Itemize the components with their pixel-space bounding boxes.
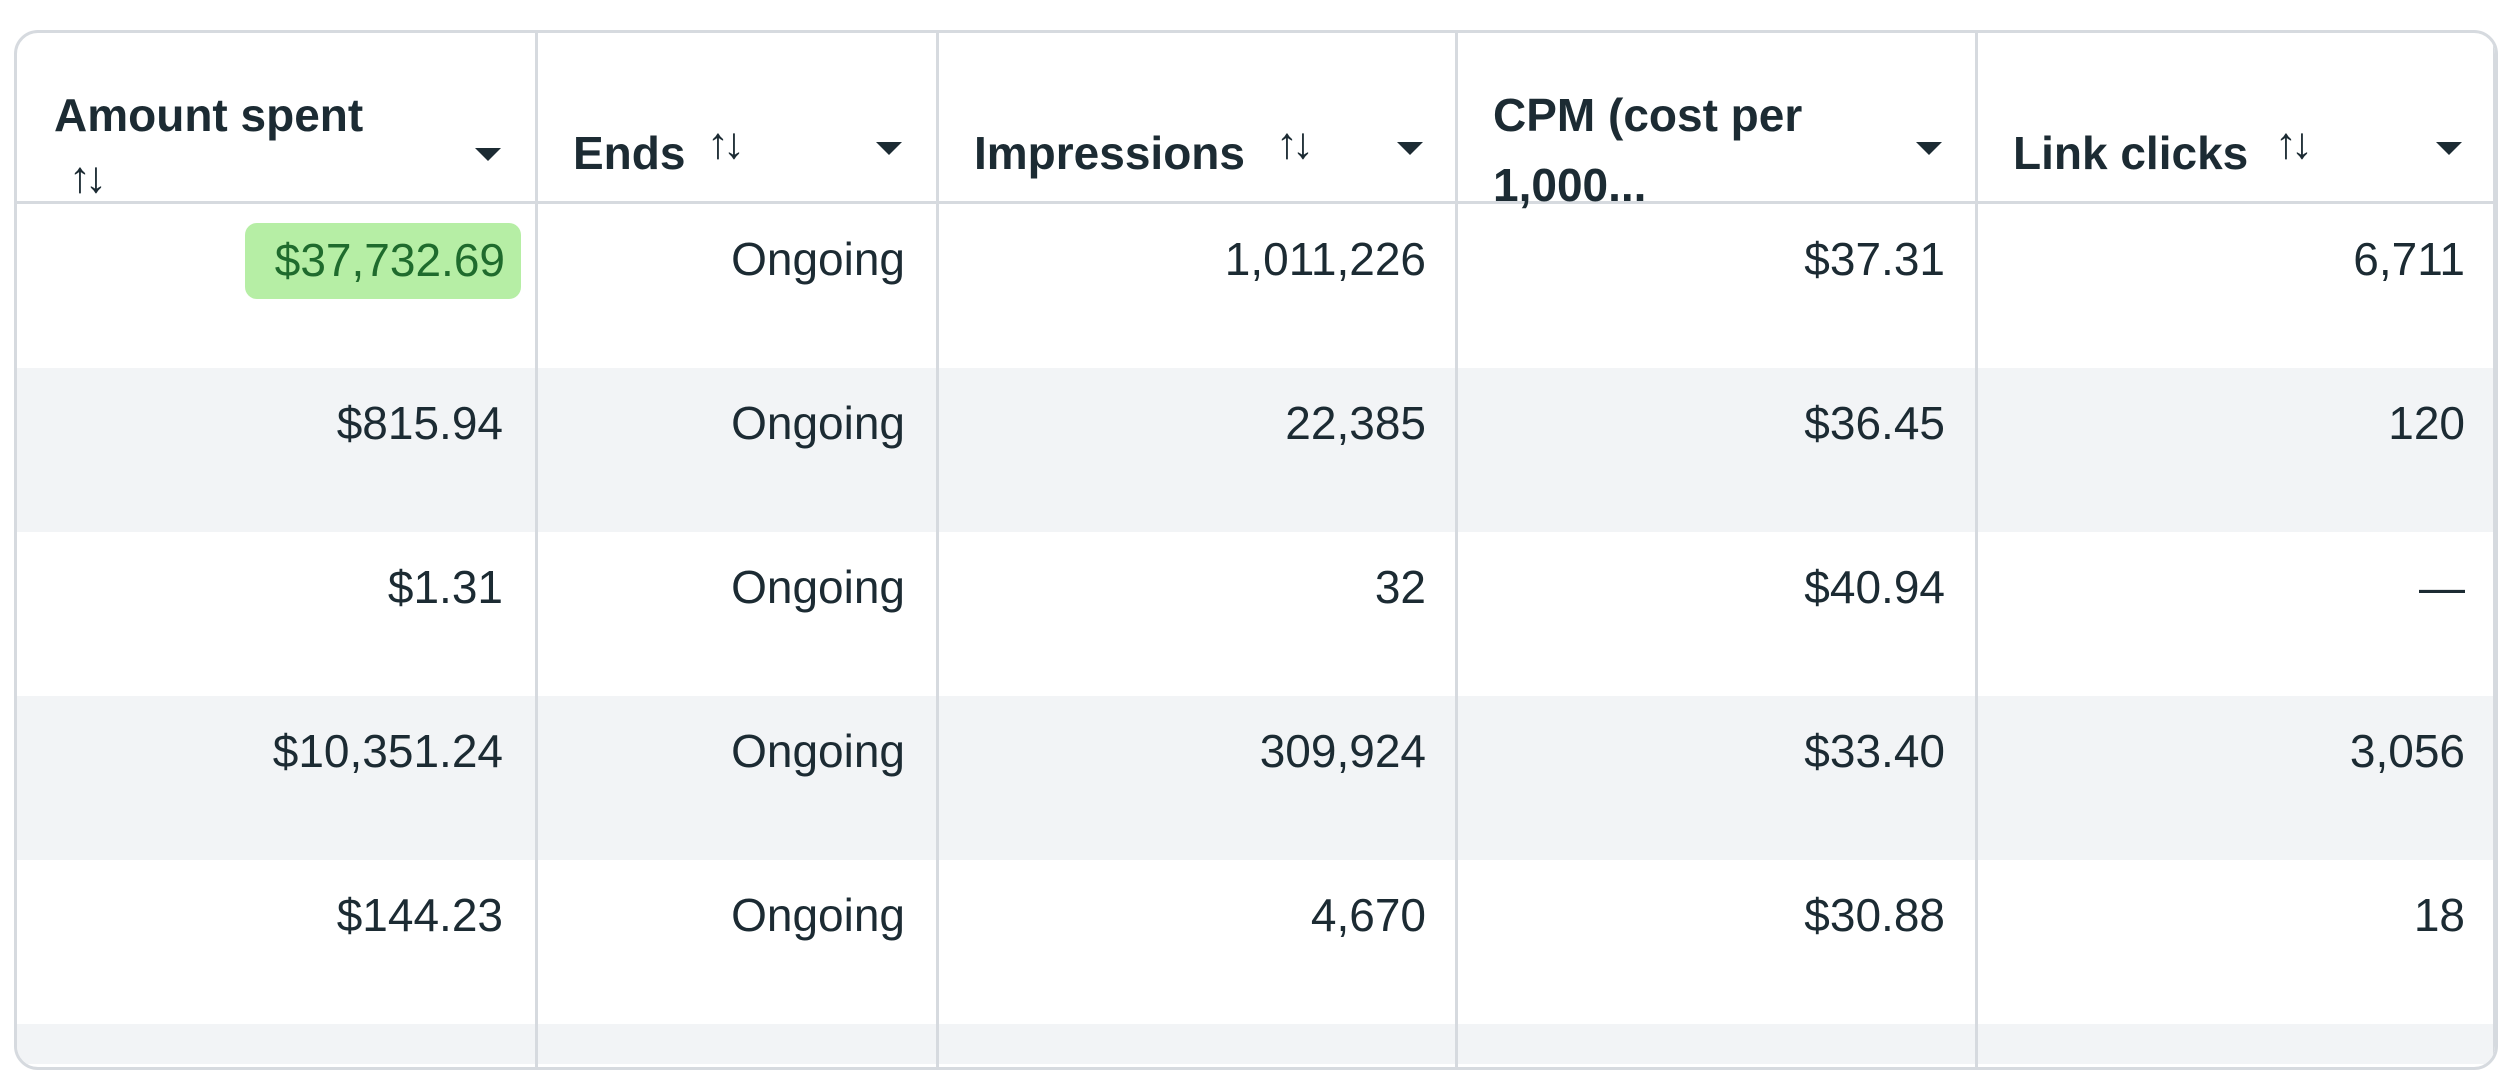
- caret-down-icon[interactable]: [876, 142, 902, 155]
- cell-amount-spent: $1.31: [387, 561, 503, 613]
- table-row: $37,732.69 Ongoing 1,011,226 $37.31 6,71…: [17, 204, 2495, 368]
- header-cpm[interactable]: CPM (cost per 1,000...: [1455, 33, 1975, 211]
- column-divider[interactable]: [936, 33, 939, 1067]
- cell-cpm: $33.40: [1804, 725, 1945, 777]
- data-table: Amount spent ↑↓ Ends ↑↓ Impressions ↑↓ C…: [17, 33, 2495, 1067]
- header-cpm-label-line2: 1,000...: [1493, 159, 1647, 211]
- header-ends[interactable]: Ends ↑↓: [535, 33, 936, 201]
- table-row: [17, 1024, 2495, 1064]
- header-amount-spent-label: Amount spent: [54, 89, 364, 141]
- table-header-row: Amount spent ↑↓ Ends ↑↓ Impressions ↑↓ C…: [17, 33, 2495, 211]
- cell-link-clicks: —: [2419, 561, 2465, 613]
- header-amount-spent[interactable]: Amount spent ↑↓: [17, 33, 535, 202]
- cell-link-clicks: 6,711: [2353, 233, 2465, 285]
- cell-impressions: 22,385: [1285, 397, 1426, 449]
- table-frame: Amount spent ↑↓ Ends ↑↓ Impressions ↑↓ C…: [14, 30, 2498, 1070]
- column-divider[interactable]: [1455, 33, 1458, 1067]
- caret-down-icon[interactable]: [475, 148, 501, 161]
- table-row: $10,351.24 Ongoing 309,924 $33.40 3,056: [17, 696, 2495, 860]
- caret-down-icon[interactable]: [2436, 142, 2462, 155]
- column-divider[interactable]: [2493, 33, 2495, 1067]
- sort-arrows-icon[interactable]: ↑↓: [1276, 119, 1314, 168]
- cell-cpm: $36.45: [1804, 397, 1945, 449]
- cell-impressions: 32: [1374, 561, 1426, 613]
- sort-arrows-icon[interactable]: ↑↓: [69, 153, 107, 202]
- cell-cpm: $40.94: [1804, 561, 1945, 613]
- cell-ends: Ongoing: [731, 397, 905, 449]
- cell-amount-spent: $10,351.24: [272, 725, 503, 777]
- table-row: $1.31 Ongoing 32 $40.94 —: [17, 532, 2495, 696]
- cell-cpm: $30.88: [1804, 889, 1945, 941]
- cell-cpm: $37.31: [1804, 233, 1945, 285]
- column-divider[interactable]: [535, 33, 538, 1067]
- cell-amount-spent: $144.23: [336, 889, 503, 941]
- cell-link-clicks: 18: [2413, 889, 2465, 941]
- caret-down-icon[interactable]: [1916, 142, 1942, 155]
- table-row: $815.94 Ongoing 22,385 $36.45 120: [17, 368, 2495, 532]
- cell-impressions: 1,011,226: [1224, 233, 1426, 285]
- header-ends-label: Ends: [573, 127, 686, 179]
- cell-amount-spent: $37,732.69: [17, 204, 521, 368]
- column-divider[interactable]: [1975, 33, 1978, 1067]
- header-link-clicks-label: Link clicks: [2013, 127, 2249, 179]
- cell-impressions: 4,670: [1310, 889, 1426, 941]
- cell-ends: Ongoing: [731, 889, 905, 941]
- cell-impressions: 309,924: [1259, 725, 1426, 777]
- cell-link-clicks: 120: [2388, 397, 2465, 449]
- cell-ends: Ongoing: [731, 561, 905, 613]
- table-row: $144.23 Ongoing 4,670 $30.88 18: [17, 860, 2495, 1024]
- cell-ends: Ongoing: [731, 233, 905, 285]
- caret-down-icon[interactable]: [1397, 142, 1423, 155]
- cell-amount-spent: $815.94: [336, 397, 503, 449]
- sort-arrows-icon[interactable]: ↑↓: [2275, 119, 2313, 168]
- cell-link-clicks: 3,056: [2349, 725, 2465, 777]
- header-impressions[interactable]: Impressions ↑↓: [936, 33, 1455, 201]
- header-link-clicks[interactable]: Link clicks ↑↓: [1975, 33, 2493, 201]
- header-cpm-label-line1: CPM (cost per: [1493, 89, 1803, 141]
- sort-arrows-icon[interactable]: ↑↓: [707, 119, 745, 168]
- highlighted-value: $37,732.69: [244, 223, 521, 299]
- cell-ends: Ongoing: [731, 725, 905, 777]
- header-impressions-label: Impressions: [974, 127, 1245, 179]
